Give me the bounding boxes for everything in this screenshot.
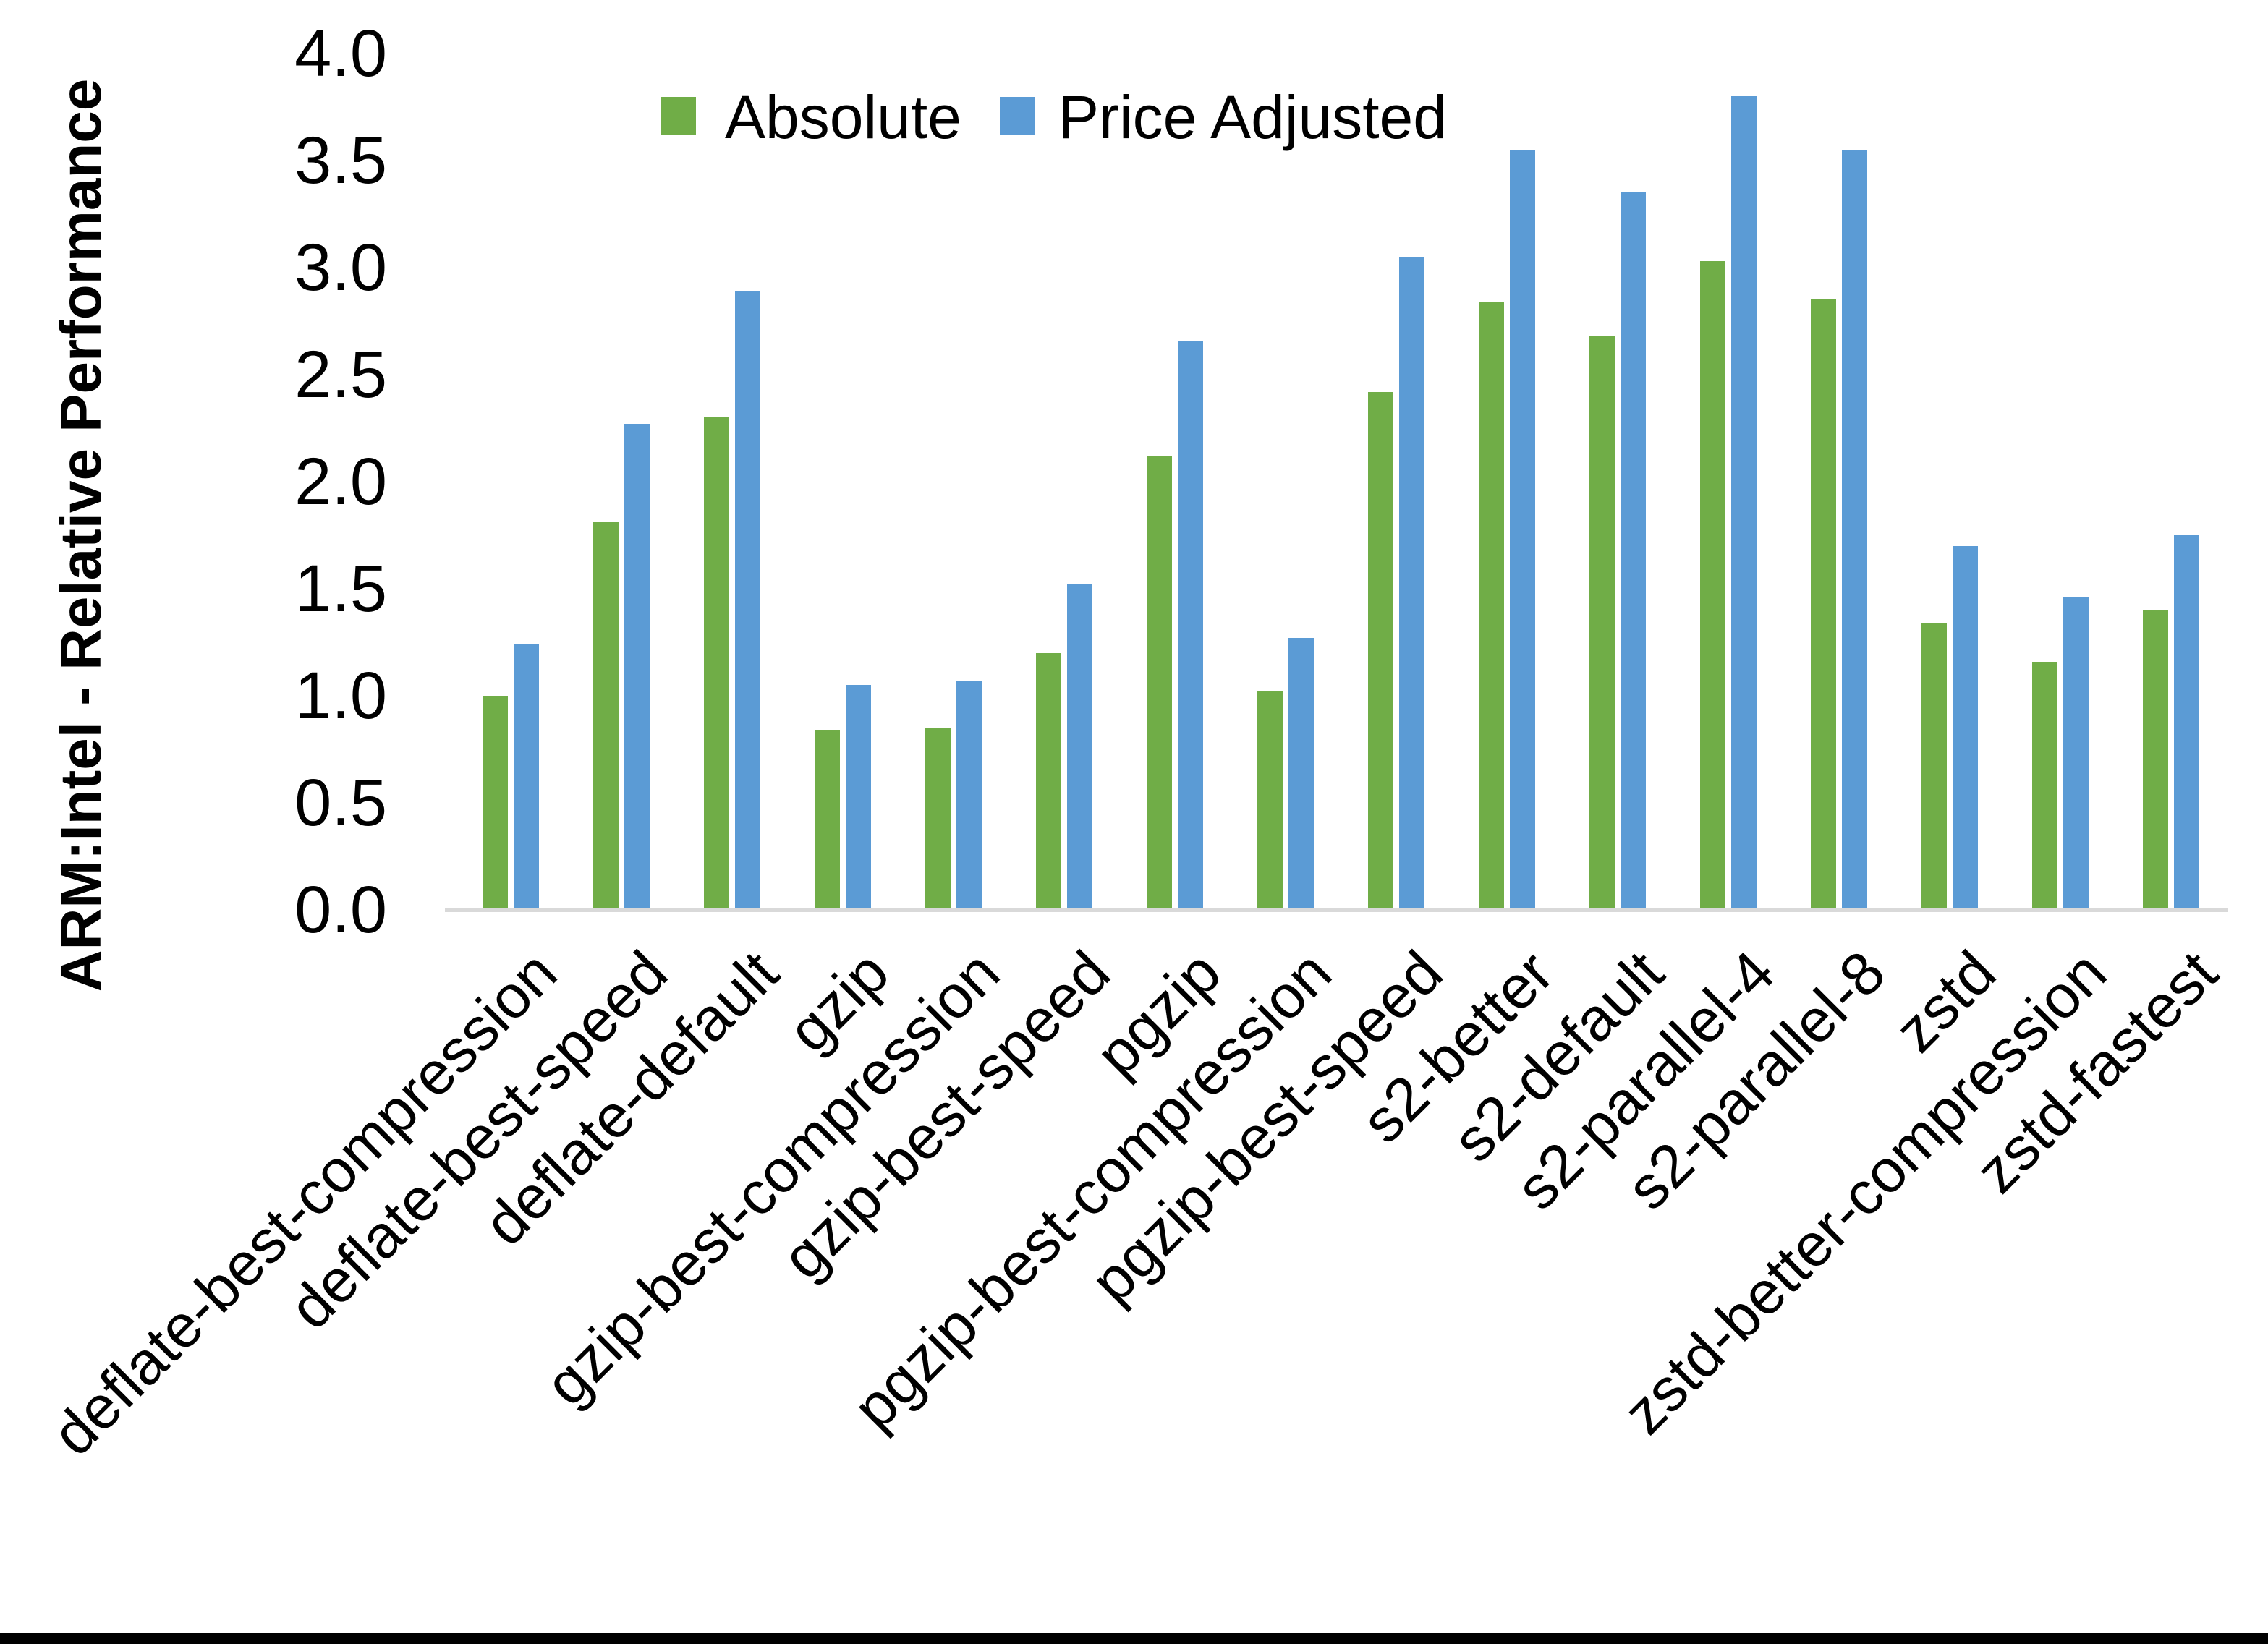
bar-absolute-s2-parallel-4 xyxy=(1700,261,1725,910)
legend-label-absolute: Absolute xyxy=(725,83,961,151)
bar-absolute-pgzip xyxy=(1147,456,1172,910)
y-axis-title: ARM:Intel - Relative Performance xyxy=(48,78,113,992)
y-tick-label-0.5: 0.5 xyxy=(294,766,387,840)
bar-absolute-zstd xyxy=(1921,623,1947,910)
bar-price-adjusted-gzip xyxy=(846,685,871,910)
bar-price-adjusted-pgzip-best-compression xyxy=(1288,638,1314,910)
bar-price-adjusted-gzip-best-compression xyxy=(956,681,982,910)
y-tick-label-2.0: 2.0 xyxy=(294,445,387,519)
bar-absolute-s2-parallel-8 xyxy=(1811,299,1836,910)
x-axis-line xyxy=(445,908,2228,912)
bar-price-adjusted-gzip-best-speed xyxy=(1067,584,1092,910)
bar-absolute-deflate-best-speed xyxy=(593,522,619,910)
y-tick-label-2.5: 2.5 xyxy=(294,338,387,412)
legend-swatch-price-adjusted xyxy=(1000,97,1035,135)
bar-price-adjusted-deflate-default xyxy=(735,291,760,910)
bar-price-adjusted-zstd-better-compression xyxy=(2063,597,2089,910)
bar-price-adjusted-s2-parallel-4 xyxy=(1731,96,1757,910)
bar-absolute-s2-default xyxy=(1589,336,1615,910)
bar-absolute-zstd-fastest xyxy=(2143,610,2168,910)
bar-price-adjusted-deflate-best-compression xyxy=(514,644,539,910)
bar-absolute-gzip-best-speed xyxy=(1036,653,1061,910)
bar-price-adjusted-pgzip xyxy=(1178,341,1203,910)
bar-absolute-pgzip-best-speed xyxy=(1368,392,1393,910)
bar-absolute-gzip xyxy=(815,730,840,910)
bar-price-adjusted-zstd xyxy=(1953,546,1978,910)
bar-absolute-gzip-best-compression xyxy=(925,728,951,910)
bar-absolute-deflate-default xyxy=(704,417,729,910)
bar-price-adjusted-pgzip-best-speed xyxy=(1399,257,1424,910)
bar-price-adjusted-s2-parallel-8 xyxy=(1842,150,1867,910)
legend-label-price-adjusted: Price Adjusted xyxy=(1058,83,1447,151)
window-bottom-border xyxy=(0,1633,2268,1644)
y-tick-label-0.0: 0.0 xyxy=(294,873,387,947)
legend-swatch-absolute xyxy=(661,97,696,135)
bar-price-adjusted-s2-better xyxy=(1510,150,1535,910)
y-tick-label-1.5: 1.5 xyxy=(294,552,387,626)
bar-absolute-pgzip-best-compression xyxy=(1257,691,1283,910)
y-tick-label-3.5: 3.5 xyxy=(294,124,387,197)
y-tick-label-3.0: 3.0 xyxy=(294,231,387,304)
bar-price-adjusted-deflate-best-speed xyxy=(624,424,650,910)
bar-price-adjusted-zstd-fastest xyxy=(2174,535,2199,910)
bar-absolute-zstd-better-compression xyxy=(2032,662,2057,910)
y-tick-label-1.0: 1.0 xyxy=(294,659,387,733)
bar-absolute-deflate-best-compression xyxy=(483,696,508,910)
bar-price-adjusted-s2-default xyxy=(1621,192,1646,910)
bar-absolute-s2-better xyxy=(1479,302,1504,910)
y-tick-label-4.0: 4.0 xyxy=(294,17,387,90)
